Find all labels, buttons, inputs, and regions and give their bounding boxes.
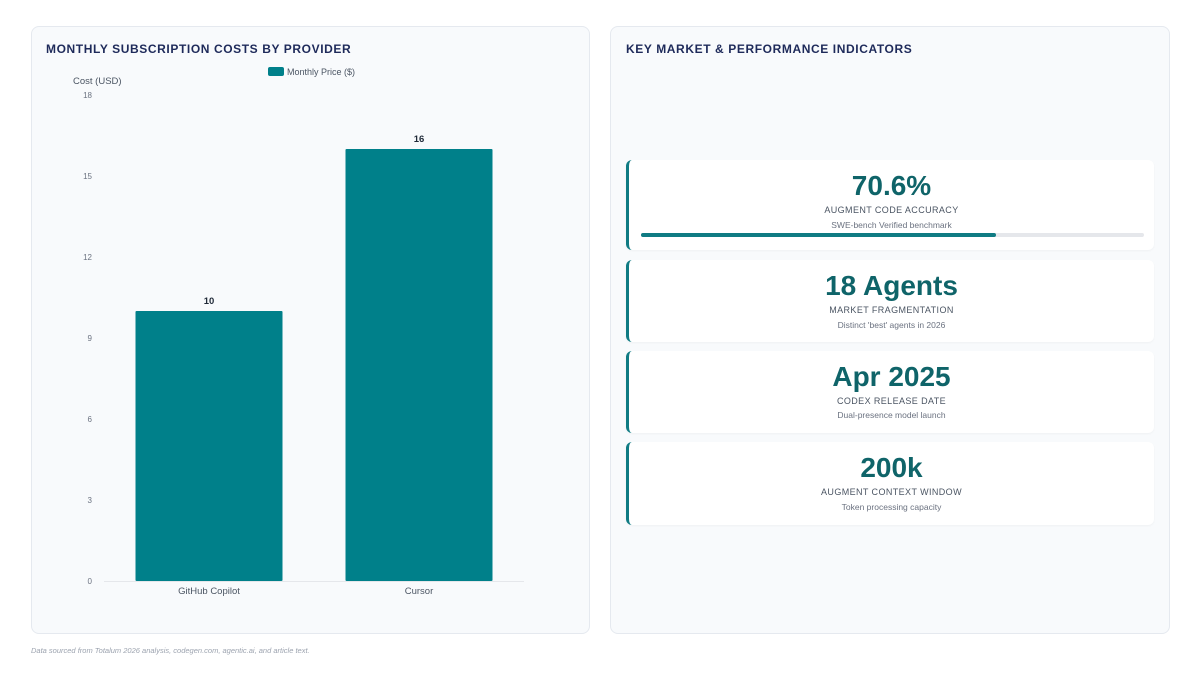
cost-chart-panel: MONTHLY SUBSCRIPTION COSTS BY PROVIDER M… xyxy=(31,26,590,634)
kpi-value: Apr 2025 xyxy=(832,361,951,392)
y-tick-label: 12 xyxy=(83,253,92,262)
bar-chart: Monthly Price ($) Cost (USD) 0 3 6 9 12 15 18 10 G… xyxy=(73,67,524,597)
source-footnote: Data sourced from Totalum 2026 analysis,… xyxy=(31,646,310,655)
kpi-value: 200k xyxy=(860,452,923,483)
kpi-subtitle: Distinct 'best' agents in 2026 xyxy=(837,320,946,330)
y-tick-label: 6 xyxy=(88,415,93,424)
y-tick-label: 0 xyxy=(88,577,93,586)
accuracy-progress-bar xyxy=(641,233,1144,237)
accuracy-progress-fill xyxy=(641,233,997,237)
legend-swatch xyxy=(268,67,284,76)
bar xyxy=(135,311,283,581)
x-tick-label: GitHub Copilot xyxy=(178,586,240,597)
kpi-card-context-window: 200k AUGMENT CONTEXT WINDOW Token proces… xyxy=(626,442,1154,525)
legend-label: Monthly Price ($) xyxy=(287,67,355,77)
kpi-card-fragmentation: 18 Agents MARKET FRAGMENTATION Distinct … xyxy=(626,260,1154,342)
kpi-subtitle: Dual-presence model launch xyxy=(837,410,946,420)
kpi-label: MARKET FRAGMENTATION xyxy=(829,305,954,315)
y-axis-label: Cost (USD) xyxy=(73,76,122,87)
kpi-label: AUGMENT CONTEXT WINDOW xyxy=(821,487,962,497)
kpi-value: 18 Agents xyxy=(825,270,958,301)
y-tick-label: 9 xyxy=(88,334,93,343)
kpi-label: CODEX RELEASE DATE xyxy=(836,396,947,406)
kpi-panel-title: KEY MARKET & PERFORMANCE INDICATORS xyxy=(626,42,913,56)
kpi-label: AUGMENT CODE ACCURACY xyxy=(824,205,959,215)
kpi-subtitle: SWE-bench Verified benchmark xyxy=(831,220,952,230)
y-tick-label: 3 xyxy=(88,496,93,505)
bar-data-label: 10 xyxy=(204,296,215,307)
y-tick-label: 15 xyxy=(83,172,92,181)
kpi-card-accuracy: 70.6% AUGMENT CODE ACCURACY SWE-bench Ve… xyxy=(626,160,1154,250)
x-tick-label: Cursor xyxy=(405,586,434,597)
kpi-subtitle: Token processing capacity xyxy=(841,502,942,512)
bar xyxy=(345,149,493,581)
kpi-card-release-date: Apr 2025 CODEX RELEASE DATE Dual-presenc… xyxy=(626,351,1154,433)
y-tick-label: 18 xyxy=(83,91,92,100)
kpi-panel: KEY MARKET & PERFORMANCE INDICATORS 70.6… xyxy=(610,26,1170,634)
bar-data-label: 16 xyxy=(414,134,425,145)
kpi-value: 70.6% xyxy=(851,170,932,201)
chart-panel-title: MONTHLY SUBSCRIPTION COSTS BY PROVIDER xyxy=(46,42,352,56)
